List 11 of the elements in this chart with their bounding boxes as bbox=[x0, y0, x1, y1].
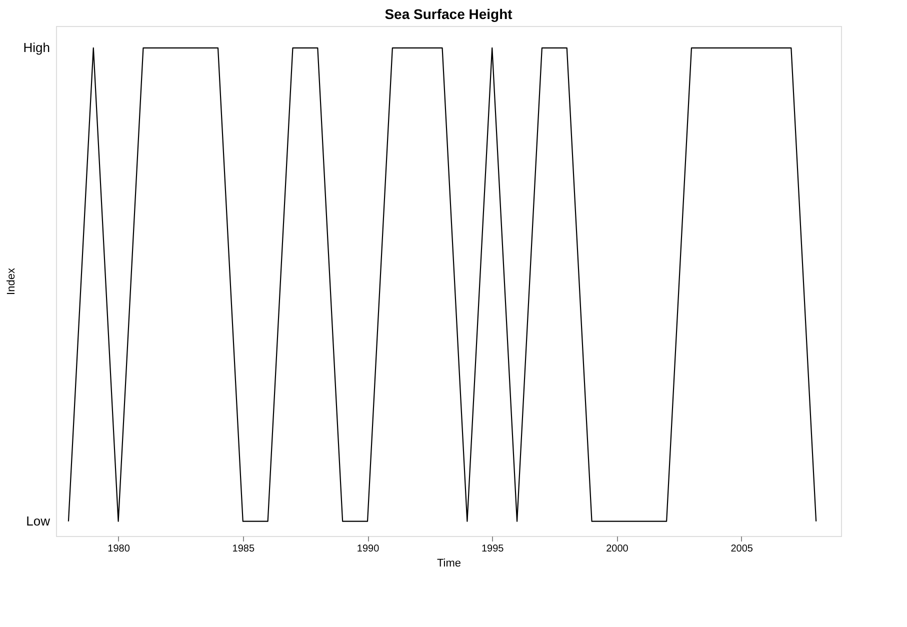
x-tick-label: 1985 bbox=[232, 544, 255, 554]
x-axis-title: Time bbox=[436, 558, 462, 570]
x-tick-label: 2000 bbox=[606, 544, 629, 554]
x-tick-label: 1995 bbox=[481, 544, 504, 554]
text: High bbox=[23, 40, 50, 55]
x-tick-label: 1990 bbox=[356, 544, 380, 554]
x-tick-label: 2005 bbox=[730, 544, 754, 554]
text: Low bbox=[26, 513, 51, 528]
chart-title: Sea Surface Height bbox=[384, 6, 513, 22]
y-axis-title: Index bbox=[6, 268, 18, 295]
x-tick-label: 1980 bbox=[108, 544, 130, 554]
